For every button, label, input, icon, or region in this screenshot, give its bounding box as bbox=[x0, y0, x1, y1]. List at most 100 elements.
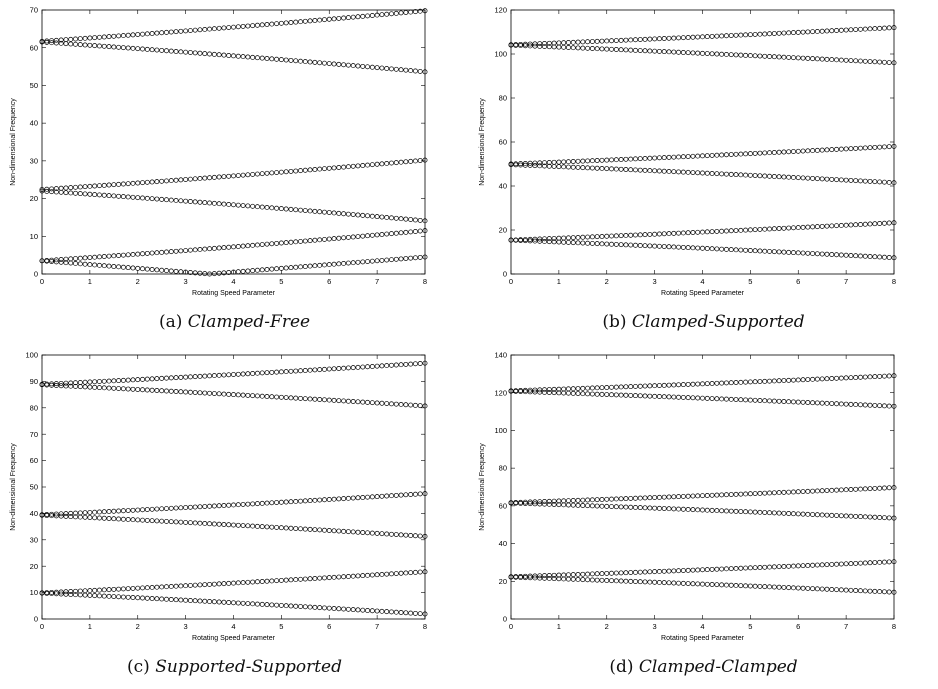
data-point bbox=[537, 573, 543, 579]
data-point bbox=[781, 30, 787, 36]
data-point bbox=[365, 364, 370, 370]
data-point bbox=[834, 513, 839, 519]
data-point bbox=[762, 150, 768, 156]
data-point bbox=[838, 146, 844, 152]
data-point bbox=[628, 37, 634, 43]
data-point bbox=[623, 156, 629, 162]
data-point bbox=[685, 169, 691, 175]
data-point bbox=[599, 241, 605, 247]
data-point bbox=[546, 573, 552, 578]
data-point bbox=[211, 271, 217, 277]
data-point bbox=[135, 387, 141, 392]
data-point bbox=[848, 587, 854, 593]
data-point bbox=[355, 234, 361, 240]
data-point bbox=[154, 584, 160, 590]
data-point bbox=[838, 561, 844, 567]
data-point bbox=[168, 48, 174, 54]
data-point bbox=[575, 571, 581, 577]
data-point bbox=[834, 177, 839, 183]
data-point bbox=[221, 174, 227, 180]
data-point bbox=[561, 386, 567, 392]
data-point bbox=[738, 247, 744, 253]
data-point bbox=[111, 182, 117, 188]
data-point bbox=[719, 380, 725, 386]
data-point bbox=[575, 39, 581, 45]
data-point bbox=[159, 249, 165, 255]
data-point bbox=[666, 244, 672, 250]
data-point bbox=[73, 184, 78, 190]
data-point bbox=[226, 580, 232, 586]
data-point bbox=[599, 157, 605, 163]
data-point bbox=[628, 242, 634, 248]
data-point bbox=[819, 28, 825, 34]
data-point bbox=[805, 55, 811, 61]
data-point bbox=[532, 499, 538, 505]
data-point bbox=[690, 581, 696, 587]
data-point bbox=[173, 49, 179, 54]
data-point bbox=[652, 393, 658, 399]
data-point bbox=[106, 253, 112, 259]
data-point bbox=[719, 51, 725, 57]
data-point bbox=[44, 513, 50, 518]
data-point bbox=[666, 382, 672, 388]
data-point bbox=[417, 8, 423, 14]
data-point bbox=[599, 571, 605, 577]
data-point bbox=[637, 156, 643, 162]
data-point bbox=[49, 257, 55, 263]
data-point bbox=[207, 503, 213, 509]
data-point bbox=[283, 525, 289, 531]
data-point bbox=[561, 576, 567, 582]
data-point bbox=[709, 171, 715, 176]
data-point bbox=[719, 152, 725, 158]
data-point bbox=[786, 511, 792, 516]
data-point bbox=[814, 251, 820, 257]
data-point bbox=[604, 385, 610, 390]
data-point bbox=[250, 23, 256, 29]
data-point bbox=[714, 508, 720, 514]
data-point bbox=[613, 504, 619, 510]
data-point bbox=[389, 66, 394, 72]
data-point bbox=[369, 572, 375, 578]
data-point bbox=[389, 531, 394, 537]
data-point bbox=[283, 20, 289, 26]
data-point bbox=[585, 39, 591, 45]
data-point bbox=[82, 592, 88, 598]
data-point bbox=[570, 390, 576, 396]
data-point bbox=[556, 40, 562, 46]
data-point bbox=[575, 158, 581, 164]
data-point bbox=[336, 261, 342, 267]
data-point bbox=[398, 402, 404, 407]
data-point bbox=[633, 569, 638, 575]
data-point bbox=[369, 364, 375, 369]
data-point bbox=[355, 259, 361, 265]
data-point bbox=[714, 396, 720, 402]
data-point bbox=[403, 361, 409, 367]
data-point bbox=[216, 521, 222, 527]
data-point bbox=[250, 54, 256, 60]
data-point bbox=[877, 403, 883, 409]
data-point bbox=[891, 559, 897, 565]
data-point bbox=[647, 495, 653, 501]
data-point bbox=[819, 562, 825, 568]
data-point bbox=[805, 511, 811, 517]
data-point bbox=[652, 155, 658, 161]
data-point bbox=[101, 182, 107, 188]
data-point bbox=[518, 43, 524, 49]
data-point bbox=[791, 250, 796, 256]
y-tick-label: 20 bbox=[30, 562, 38, 571]
data-point bbox=[92, 254, 98, 260]
data-point bbox=[216, 52, 222, 58]
data-point bbox=[192, 176, 198, 182]
data-point bbox=[661, 382, 667, 388]
data-point bbox=[872, 560, 878, 565]
x-tick-label: 2 bbox=[605, 622, 609, 631]
data-point bbox=[824, 586, 830, 592]
data-point bbox=[168, 519, 174, 525]
data-point bbox=[771, 378, 777, 384]
data-point bbox=[752, 53, 758, 59]
data-point bbox=[417, 403, 423, 409]
data-point bbox=[800, 563, 806, 569]
data-point bbox=[63, 383, 69, 389]
data-point bbox=[221, 270, 227, 276]
data-point bbox=[743, 32, 749, 38]
